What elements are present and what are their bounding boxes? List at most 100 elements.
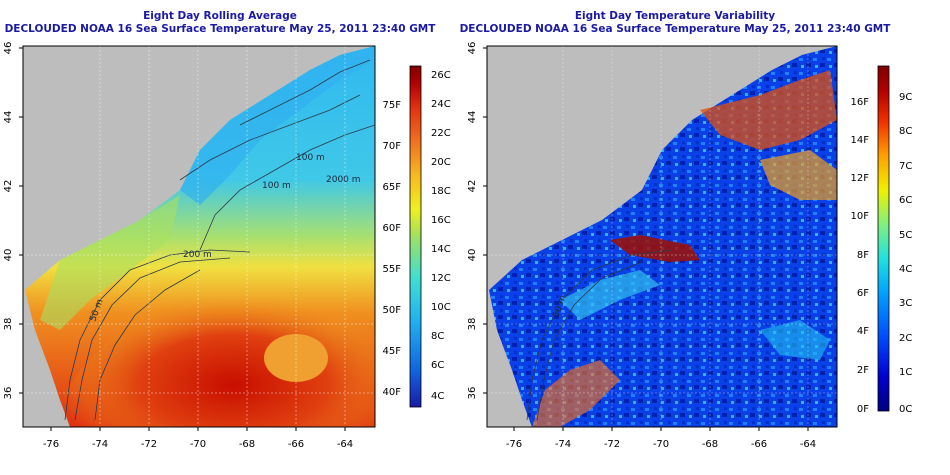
- right-x-tick-label: -74: [555, 439, 571, 450]
- left-f-label: 60F: [383, 223, 402, 234]
- left-y-tick-label: 38: [3, 318, 14, 331]
- right-gridlines: [487, 46, 837, 427]
- right-f-label: 12F: [851, 173, 870, 184]
- left-c-label: 20C: [431, 157, 451, 168]
- left-c-label: 26C: [431, 70, 451, 81]
- left-x-tick-label: -64: [337, 439, 353, 450]
- right-map: 50 m -76 -74 -72 -70 -68 -66 -64 36 38 4…: [467, 42, 912, 450]
- right-f-label: 4F: [857, 326, 869, 337]
- right-x-tick-label: -64: [800, 439, 816, 450]
- contour-label-200m: 200 m: [183, 250, 212, 260]
- left-f-label: 50F: [383, 305, 402, 316]
- right-colorbar-fahrenheit: 16F 14F 12F 10F 8F 6F 4F 2F 0F: [851, 97, 870, 415]
- right-title-line2: DECLOUDED NOAA 16 Sea Surface Temperatur…: [459, 23, 891, 35]
- right-c-label: 9C: [899, 92, 912, 103]
- right-map-title: Eight Day Temperature Variability DECLOU…: [455, 10, 895, 36]
- left-y-tick-label: 42: [3, 180, 14, 193]
- right-x-tick-label: -72: [604, 439, 620, 450]
- left-x-tick-label: -72: [141, 439, 157, 450]
- right-colorbar: [877, 65, 890, 412]
- contour-label-100m-a: 100 m: [296, 153, 325, 163]
- left-c-label: 24C: [431, 99, 451, 110]
- right-f-label: 2F: [857, 365, 869, 376]
- left-title-line1: Eight Day Rolling Average: [143, 10, 297, 22]
- right-variability-patch-east: [760, 150, 837, 200]
- left-title-line2: DECLOUDED NOAA 16 Sea Surface Temperatur…: [4, 23, 436, 35]
- left-f-label: 40F: [383, 387, 402, 398]
- right-f-label: 6F: [857, 288, 869, 299]
- left-f-label: 55F: [383, 264, 402, 275]
- left-gulf-stream: [60, 260, 375, 427]
- left-y-tick-label: 36: [3, 387, 14, 400]
- left-x-tick-label: -68: [239, 439, 255, 450]
- right-c-label: 0C: [899, 404, 912, 415]
- right-map-image: 50 m: [487, 46, 837, 427]
- right-f-label: 0F: [857, 404, 869, 415]
- right-x-axis: -76 -74 -72 -70 -68 -66 -64: [506, 427, 816, 450]
- left-bathymetry-contours: [64, 59, 375, 421]
- left-x-axis: -76 -74 -72 -70 -68 -66 -64: [43, 427, 353, 450]
- left-y-axis: 36 38 40 42 44 46: [3, 42, 23, 400]
- left-c-label: 16C: [431, 215, 451, 226]
- right-map-frame: [486, 45, 838, 428]
- left-shelf-water: [40, 195, 180, 330]
- right-x-tick-label: -70: [653, 439, 669, 450]
- right-x-tick-label: -66: [751, 439, 767, 450]
- left-x-tick-label: -74: [92, 439, 108, 450]
- right-c-label: 3C: [899, 298, 912, 309]
- contour-label-2000m: 2000 m: [326, 175, 361, 185]
- left-c-label: 12C: [431, 273, 451, 284]
- right-c-label: 6C: [899, 195, 912, 206]
- left-y-tick-label: 46: [3, 42, 14, 55]
- left-map-image: 100 m 100 m 2000 m 200 m 50 m: [23, 46, 375, 427]
- left-y-tick-label: 40: [3, 249, 14, 262]
- right-y-tick-label: 46: [467, 42, 478, 55]
- left-colorbar: [409, 65, 422, 408]
- left-f-label: 65F: [383, 182, 402, 193]
- right-c-label: 8C: [899, 126, 912, 137]
- right-cyan-east-patch: [760, 320, 830, 360]
- right-c-label: 7C: [899, 161, 912, 172]
- right-f-label: 16F: [851, 97, 870, 108]
- right-f-label: 10F: [851, 211, 870, 222]
- left-f-label: 45F: [383, 346, 402, 357]
- left-c-label: 18C: [431, 186, 451, 197]
- right-c-label: 5C: [899, 230, 912, 241]
- left-map-frame: [22, 45, 376, 428]
- left-c-label: 22C: [431, 128, 451, 139]
- left-c-label: 14C: [431, 244, 451, 255]
- left-colorbar-fahrenheit: 75F 70F 65F 60F 55F 50F 45F 40F: [383, 100, 402, 398]
- left-c-label: 6C: [431, 360, 444, 371]
- left-y-tick-label: 44: [3, 111, 14, 124]
- left-cold-shelf: [180, 46, 375, 205]
- right-y-tick-label: 36: [467, 387, 478, 400]
- right-c-label: 1C: [899, 367, 912, 378]
- left-gridlines: [23, 46, 375, 427]
- left-c-label: 10C: [431, 302, 451, 313]
- right-c-label: 2C: [899, 333, 912, 344]
- right-southwest-patch: [532, 360, 620, 427]
- right-x-tick-label: -68: [702, 439, 718, 450]
- contour-label-100m-b: 100 m: [262, 181, 291, 191]
- right-title-line1: Eight Day Temperature Variability: [574, 10, 776, 22]
- right-high-variability-north: [700, 70, 837, 150]
- left-x-tick-label: -70: [190, 439, 206, 450]
- left-c-label: 4C: [431, 391, 444, 402]
- left-x-tick-label: -66: [288, 439, 304, 450]
- right-y-tick-label: 42: [467, 180, 478, 193]
- left-colorbar-celsius: 26C 24C 22C 20C 18C 16C 14C 12C 10C 8C 6…: [431, 70, 451, 402]
- left-f-label: 75F: [383, 100, 402, 111]
- right-f-label: 8F: [857, 250, 869, 261]
- right-y-tick-label: 44: [467, 111, 478, 124]
- right-y-axis: 36 38 40 42 44 46: [467, 42, 487, 400]
- right-f-label: 14F: [851, 135, 870, 146]
- left-f-label: 70F: [383, 141, 402, 152]
- left-x-tick-label: -76: [43, 439, 59, 450]
- left-map-title: Eight Day Rolling Average DECLOUDED NOAA…: [0, 10, 440, 36]
- left-c-label: 8C: [431, 331, 444, 342]
- right-x-tick-label: -76: [506, 439, 522, 450]
- right-cyan-patch: [560, 270, 660, 320]
- left-map: 100 m 100 m 2000 m 200 m 50 m -76 -74 -7…: [3, 42, 451, 450]
- right-y-tick-label: 40: [467, 249, 478, 262]
